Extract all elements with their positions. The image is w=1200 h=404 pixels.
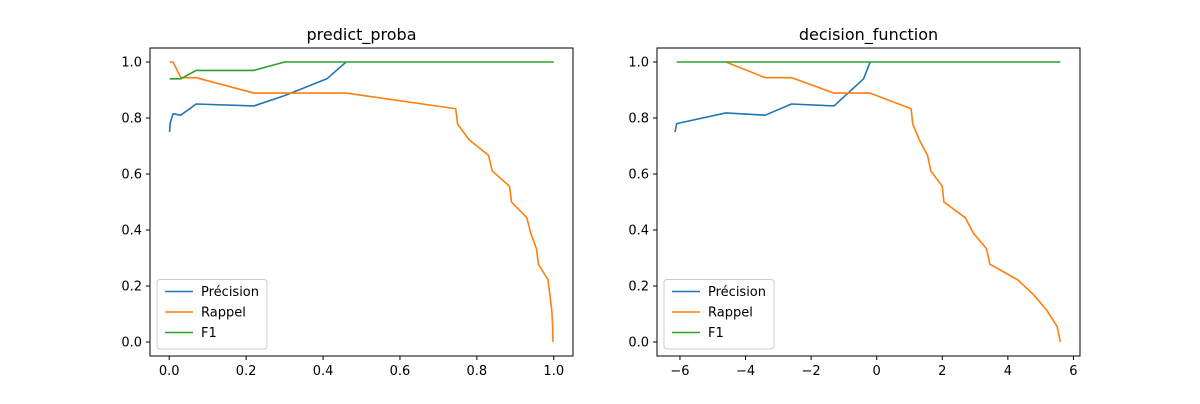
legend-label-f1: F1 xyxy=(201,326,217,341)
chart-title: decision_function xyxy=(799,25,938,45)
legend-label-f1: F1 xyxy=(708,326,724,341)
series-layer xyxy=(674,61,1062,343)
x-tick-label: 0 xyxy=(873,364,881,379)
y-tick-label: 0.4 xyxy=(628,224,649,239)
series-line-f1 xyxy=(169,61,554,80)
y-tick-label: 1.0 xyxy=(121,56,142,71)
y-tick-label: 0.0 xyxy=(121,336,142,351)
y-tick-label: 0.0 xyxy=(628,336,649,351)
y-tick-label: 0.6 xyxy=(121,168,142,183)
x-tick-label: −4 xyxy=(736,364,755,379)
x-tick-label: −6 xyxy=(670,364,689,379)
x-tick-label: 6 xyxy=(1069,364,1077,379)
x-tick-label: 1.0 xyxy=(543,364,564,379)
x-tick-label: 0.4 xyxy=(313,364,334,379)
legend: Précision Rappel F1 xyxy=(156,279,268,350)
chart-decision-function: decision_function −6 −4 −2 0 2 4 6 0.0 0.2 0.4 0.6… xyxy=(628,25,1081,380)
y-tick-label: 1.0 xyxy=(628,56,649,71)
x-tick-label: −2 xyxy=(802,364,821,379)
y-tick-label: 0.2 xyxy=(121,280,142,295)
y-tick-label: 0.2 xyxy=(628,280,649,295)
y-tick-label: 0.8 xyxy=(628,112,649,127)
plot-area-frame xyxy=(149,47,574,357)
legend: Précision Rappel F1 xyxy=(663,279,775,350)
y-tick-label: 0.8 xyxy=(121,112,142,127)
series-line-precision xyxy=(674,61,871,133)
x-tick-label: 0.8 xyxy=(467,364,488,379)
y-tick-label: 0.4 xyxy=(121,224,142,239)
series-line-rappel xyxy=(169,61,554,343)
series-line-precision xyxy=(168,61,347,133)
legend-label-precision: Précision xyxy=(201,285,259,300)
ticks-layer: −6 −4 −2 0 2 4 6 0.0 0.2 0.4 0.6 0.8 1.0 xyxy=(628,56,1077,380)
chart-predict-proba: predict_proba 0.0 0.2 0.4 0.6 0.8 1.00.00.20.… xyxy=(121,25,574,380)
x-tick-label: 0.2 xyxy=(236,364,257,379)
legend-frame xyxy=(663,279,775,350)
x-tick-label: 0.0 xyxy=(159,364,180,379)
ticks-layer: 0.0 0.2 0.4 0.6 0.8 1.0 0.0 0.2 0.4 0.6 0.8 1.0 xyxy=(121,56,564,380)
plot-area-frame xyxy=(656,47,1081,357)
legend-frame xyxy=(156,279,268,350)
x-tick-label: 0.6 xyxy=(390,364,411,379)
x-tick-label: 2 xyxy=(938,364,946,379)
series-line-rappel xyxy=(725,61,1062,343)
legend-label-precision: Précision xyxy=(708,285,766,300)
chart-title: predict_proba xyxy=(306,25,416,45)
legend-label-rappel: Rappel xyxy=(201,306,246,321)
y-tick-label: 0.6 xyxy=(628,168,649,183)
legend-label-rappel: Rappel xyxy=(708,306,753,321)
series-layer xyxy=(168,61,554,343)
x-tick-label: 4 xyxy=(1004,364,1012,379)
